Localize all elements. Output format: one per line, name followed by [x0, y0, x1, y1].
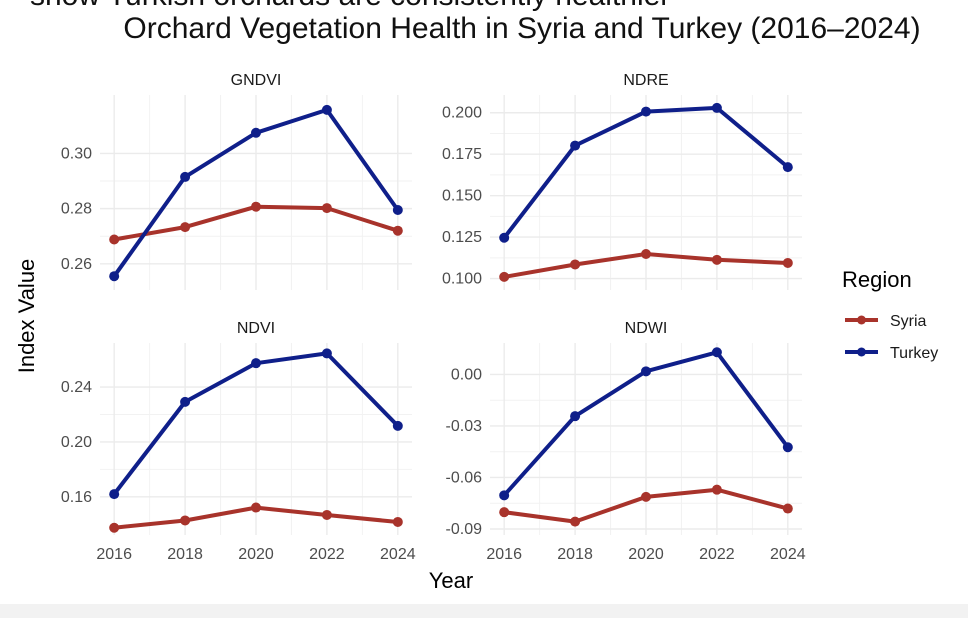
y-tick-label: 0.24 [61, 379, 92, 396]
data-point-turkey [321, 104, 332, 115]
x-tick-label: 2018 [557, 546, 593, 563]
data-point-turkey [711, 347, 722, 358]
data-point-turkey [392, 420, 403, 431]
data-point-syria [711, 254, 722, 265]
data-point-syria [251, 502, 261, 513]
chart-title-line1: show Turkish orchards are consistently h… [30, 0, 670, 12]
data-point-turkey [711, 102, 722, 113]
x-tick-label: 2018 [167, 546, 203, 563]
panel-ndre: 0.100 0.125 0.150 0.175 0.200 NDRE [442, 72, 802, 290]
x-axis-title: Year [429, 568, 473, 593]
data-point-syria [711, 484, 722, 495]
legend-key-point-turkey [857, 347, 866, 357]
data-point-syria [109, 234, 120, 245]
data-point-syria [499, 507, 510, 518]
facet-label-ndre: NDRE [623, 72, 668, 89]
x-tick-label: 2024 [380, 546, 416, 563]
x-tick-label: 2016 [96, 546, 132, 563]
panel-ndvi: 0.16 0.20 0.24 NDVI 2016 2018 2020 2022 2024 [61, 320, 416, 563]
data-point-turkey [499, 232, 510, 243]
data-point-turkey [782, 162, 793, 173]
data-point-turkey [251, 358, 261, 369]
data-point-syria [392, 225, 403, 236]
data-point-turkey [641, 106, 651, 117]
x-tick-label: 2022 [309, 546, 345, 563]
y-tick-label: 0.150 [442, 188, 482, 205]
data-point-syria [392, 516, 403, 527]
x-tick-label: 2020 [238, 546, 274, 563]
data-point-syria [570, 259, 581, 270]
data-point-turkey [782, 442, 793, 453]
data-point-syria [180, 515, 191, 526]
y-tick-label: 0.16 [61, 489, 92, 506]
facet-panels: 0.26 0.28 0.30 GNDVI 0.100 0.125 0.150 0.175 0.2… [61, 72, 806, 563]
data-point-syria [251, 201, 261, 212]
data-point-syria [499, 271, 510, 282]
y-tick-label: 0.30 [61, 145, 92, 162]
panel-gndvi: 0.26 0.28 0.30 GNDVI [61, 72, 412, 290]
data-point-syria [180, 222, 191, 233]
facet-label-ndvi: NDVI [237, 320, 275, 337]
legend-key-point-syria [857, 315, 866, 325]
data-point-turkey [109, 271, 120, 282]
legend-item-syria: Syria [845, 313, 927, 330]
legend-label-syria: Syria [890, 313, 927, 330]
x-tick-label: 2016 [486, 546, 522, 563]
footer-strip [0, 604, 968, 618]
y-tick-label: 0.28 [61, 201, 92, 218]
data-point-turkey [180, 171, 191, 182]
y-tick-label: 0.100 [442, 271, 482, 288]
data-point-syria [570, 516, 581, 527]
data-point-syria [109, 522, 120, 533]
y-tick-label: 0.26 [61, 256, 92, 273]
y-tick-label: 0.200 [442, 105, 482, 122]
data-point-turkey [180, 396, 191, 407]
y-tick-label: -0.06 [446, 469, 483, 486]
data-point-turkey [641, 366, 651, 377]
legend: Region Syria Turkey [842, 267, 938, 362]
y-tick-label: 0.125 [442, 229, 482, 246]
legend-label-turkey: Turkey [890, 345, 938, 362]
x-tick-label: 2024 [770, 546, 806, 563]
data-point-turkey [321, 348, 332, 359]
y-axis-title: Index Value [14, 259, 39, 374]
y-tick-label: -0.03 [446, 418, 483, 435]
data-point-syria [641, 249, 651, 260]
x-tick-label: 2022 [699, 546, 735, 563]
data-point-turkey [392, 205, 403, 216]
data-point-syria [321, 203, 332, 214]
data-point-turkey [570, 140, 581, 151]
data-point-turkey [499, 490, 510, 501]
data-point-turkey [251, 127, 261, 138]
legend-title: Region [842, 267, 912, 292]
panel-ndwi: -0.09 -0.06 -0.03 0.00 NDWI 2016 2018 2020 2022 2… [446, 320, 806, 563]
legend-item-turkey: Turkey [845, 345, 938, 362]
data-point-turkey [109, 489, 120, 500]
x-tick-label: 2020 [628, 546, 664, 563]
data-point-syria [321, 509, 332, 520]
y-tick-label: 0.00 [451, 366, 482, 383]
data-point-turkey [570, 411, 581, 422]
data-point-syria [782, 503, 793, 514]
facet-label-gndvi: GNDVI [231, 72, 282, 89]
y-tick-label: 0.20 [61, 434, 92, 451]
data-point-syria [641, 491, 651, 502]
facet-label-ndwi: NDWI [625, 320, 668, 337]
data-point-syria [782, 257, 793, 268]
y-tick-label: 0.175 [442, 146, 482, 163]
y-tick-label: -0.09 [446, 521, 483, 538]
chart-title-line2: Orchard Vegetation Health in Syria and T… [123, 12, 920, 45]
